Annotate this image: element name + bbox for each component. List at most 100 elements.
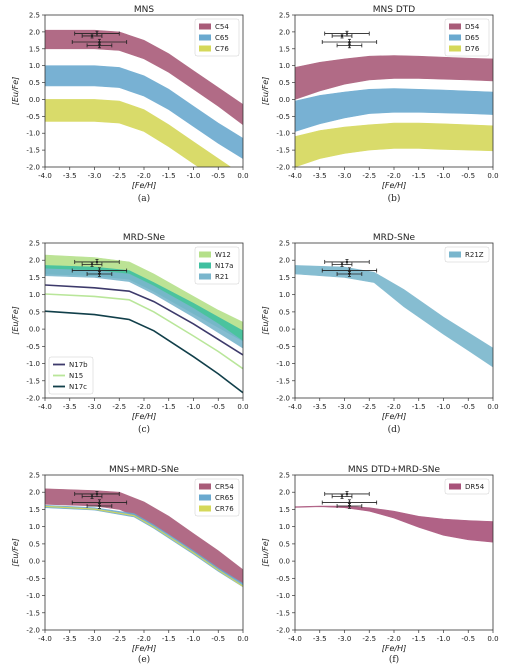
chart-panel-1: -4.0 -3.5 -3.0 -2.5 -2.0 -1.5 -1.0 -0.5 0.0 -2.0 -… [11,5,249,204]
panel-title: MNS DTD+MRD-SNe [348,465,441,475]
band-cr54 [45,488,243,584]
x-tick-label: -2.0 [137,635,151,643]
observation-point [86,271,113,277]
legend: W12 N17a R21 [194,246,240,285]
y-tick-label: 0.5 [29,79,40,87]
band-d54 [295,55,493,100]
observation-point [81,261,103,267]
observation-point [81,33,103,39]
legend-swatch [199,251,211,258]
x-tick-label: -2.0 [387,635,401,643]
chart-panel-2: -4.0 -3.5 -3.0 -2.5 -2.0 -1.5 -1.0 -0.5 0.0 -2.0 -… [261,5,499,204]
y-tick-label: 2.0 [279,28,290,36]
x-tick-label: 0.0 [487,403,498,411]
legend-swatch [449,483,461,490]
x-tick-label: -1.5 [162,172,176,180]
observation-point [324,491,370,497]
x-tick-label: -3.5 [313,635,327,643]
plot-frame [294,474,494,631]
panel-caption: (e) [138,654,150,665]
y-tick-label: -2.0 [26,627,40,635]
legend-label: CR65 [215,494,234,502]
point-marker [95,32,99,35]
point-marker [348,504,351,508]
y-tick-label: 1.0 [279,523,290,531]
x-tick-label: -2.0 [387,172,401,180]
x-tick-label: -1.0 [187,172,201,180]
band-c65 [45,65,243,159]
x-tick-label: -1.0 [437,403,451,411]
band-cr76 [45,505,243,587]
legend-swatch [449,23,461,30]
legend-swatch [199,262,211,269]
line-n17b [45,284,243,356]
point-marker [98,40,101,44]
x-tick-label: -1.5 [412,635,426,643]
y-tick-label: 2.5 [279,472,290,480]
legend-swatch [199,273,211,280]
x-tick-label: 0.0 [237,635,248,643]
y-tick-label: -0.5 [26,343,40,351]
y-tick-label: 2.0 [279,257,290,265]
observation-point [331,493,353,499]
plot-area [45,29,243,167]
x-tick-label: -3.0 [338,403,352,411]
observation-point [336,42,363,49]
observation-point [86,503,113,509]
observation-point [71,499,128,506]
y-tick-label: -1.0 [276,130,290,138]
legend-label: D54 [465,23,480,31]
y-tick-label: 1.5 [279,45,290,53]
panel-title: MRD-SNe [373,233,416,243]
point-marker [345,32,349,35]
legend-label: R21Z [465,251,484,259]
x-axis-label: [Fe/H] [132,412,156,421]
x-tick-label: -3.5 [63,635,77,643]
legend-swatch [449,34,461,41]
y-tick-label: -0.5 [276,113,290,121]
band-c76 [45,99,232,167]
y-tick-label: 1.5 [29,274,40,282]
band-r21z [295,265,493,368]
x-tick-label: -3.0 [88,172,102,180]
x-tick-label: -3.0 [88,635,102,643]
point-marker [95,492,99,496]
y-tick-label: 1.0 [279,62,290,70]
chart-panel-4: -4.0 -3.5 -3.0 -2.5 -2.0 -1.5 -1.0 -0.5 0.0 -2.0 -… [261,233,499,435]
point-marker [348,40,351,44]
y-tick-label: 1.5 [279,506,290,514]
point-marker [98,269,101,272]
x-tick-label: -3.0 [338,172,352,180]
legend-lines: N17b N15 N17c [48,356,94,395]
legend-label: N17b [69,361,88,369]
panel-caption: (a) [138,193,150,204]
y-tick-label: 0.5 [279,540,290,548]
y-tick-label: 1.5 [279,274,290,282]
legend-swatch [449,45,461,52]
legend-label: N15 [69,372,83,380]
y-tick-label: 0.5 [279,308,290,316]
y-tick-label: -2.0 [276,627,290,635]
y-tick-label: 0.0 [279,326,290,334]
point-marker [90,263,94,266]
x-tick-label: -0.5 [211,635,225,643]
x-tick-label: -4.0 [38,403,52,411]
y-axis-label: [Eu/Fe] [11,77,20,106]
y-tick-label: -0.5 [276,343,290,351]
y-tick-label: 2.0 [29,28,40,36]
y-tick-label: -0.5 [26,575,40,583]
x-tick-label: -2.5 [362,403,376,411]
legend-swatch [199,45,211,52]
x-axis-label: [Fe/H] [132,181,156,190]
x-tick-label: 0.0 [487,172,498,180]
x-tick-label: -1.5 [412,172,426,180]
y-tick-label: -1.0 [276,592,290,600]
legend: CR54 CR65 CR76 [194,478,240,517]
y-tick-label: -0.5 [276,575,290,583]
y-tick-label: 0.0 [279,96,290,104]
panel-caption: (c) [138,424,150,435]
line-n15 [45,293,243,370]
panel-title: MNS DTD [373,5,415,15]
plot-area [295,259,493,368]
